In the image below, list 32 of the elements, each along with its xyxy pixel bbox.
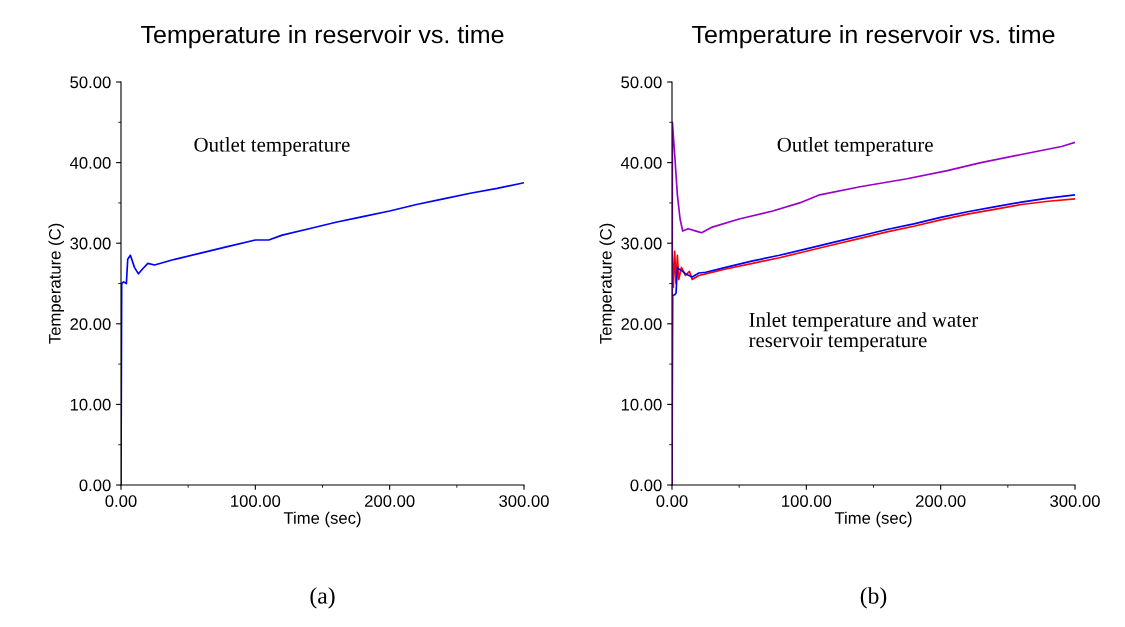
y-tick-label: 20.00	[621, 318, 662, 330]
annotation: Outlet temperature	[777, 137, 933, 156]
text: (a)	[310, 587, 335, 609]
x-tick-label: 0.00	[105, 495, 137, 507]
y-tick-label: 0.00	[79, 479, 111, 492]
y-tick-label: 50.00	[70, 76, 111, 89]
x-tick-label: 100.00	[231, 495, 281, 507]
line-series	[672, 198, 1075, 289]
y-axis-title: Temperature (C)	[48, 223, 65, 344]
y-tick-label: 40.00	[69, 157, 111, 169]
y-tick-label: 20.00	[70, 318, 111, 330]
y-tick-label: 30.00	[70, 237, 111, 250]
x-axis-title: Time (sec)	[834, 511, 912, 528]
y-tick-label: 50.00	[621, 76, 662, 89]
y-tick-label: 30.00	[621, 237, 662, 250]
y-tick-label: 40.00	[620, 157, 662, 169]
x-axis-title: Time (sec)	[283, 511, 361, 528]
x-tick-label: 0.00	[656, 495, 688, 507]
y-tick-label: 10.00	[70, 398, 111, 411]
y-tick-label: 0.00	[630, 479, 662, 492]
annotation: Outlet temperature	[194, 137, 350, 156]
x-tick-label: 300.00	[499, 495, 549, 507]
x-tick-label: 200.00	[916, 495, 966, 507]
annotation: Inlet temperature and water reservoir temperature	[748, 312, 979, 352]
y-tick-label: 10.00	[621, 398, 662, 411]
x-tick-label: 200.00	[365, 495, 415, 507]
chart-title: Temperature in reservoir vs. time	[141, 24, 504, 49]
x-tick-label: 300.00	[1050, 495, 1100, 507]
y-axis-title: Temperature (C)	[599, 223, 616, 344]
x-tick-label: 100.00	[782, 495, 832, 507]
text: (b)	[860, 587, 887, 609]
chart-title: Temperature in reservoir vs. time	[692, 24, 1055, 49]
